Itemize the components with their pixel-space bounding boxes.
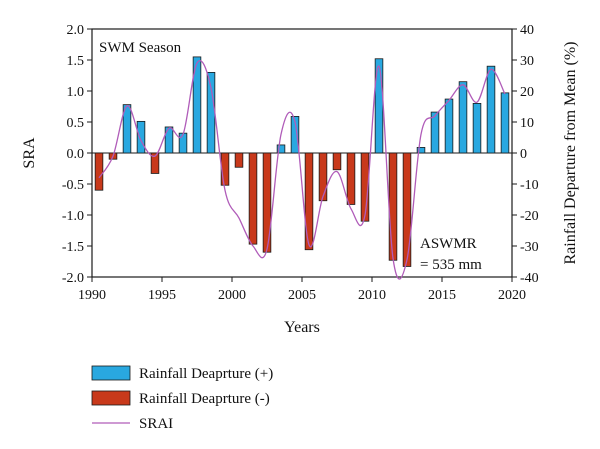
y-axis-label-right: Rainfall Departure from Mean (%) — [562, 41, 579, 264]
y-right-tick-label-30: 30 — [520, 54, 534, 69]
bar-2005 — [304, 152, 314, 251]
bar-2011 — [388, 152, 398, 261]
y-right-tick-label-40: 40 — [520, 23, 534, 38]
y-right-tick-label--10: -10 — [520, 178, 539, 193]
y-right-tick-label--40: -40 — [520, 271, 539, 286]
y-right-tick-label-20: 20 — [520, 85, 534, 100]
y-right-tick-label--30: -30 — [520, 240, 539, 255]
bar-1995 — [164, 126, 174, 154]
y-right-tick-label--20: -20 — [520, 209, 539, 224]
bar-2006 — [318, 152, 328, 202]
x-tick-label-2005: 2005 — [288, 288, 316, 303]
y-left-tick-label--1.0: -1.0 — [62, 209, 84, 224]
y-left-tick-label--2.0: -2.0 — [62, 271, 84, 286]
bar-2009 — [360, 152, 370, 222]
bar-1996 — [178, 132, 188, 154]
legend-swatch-bar-positive — [91, 365, 131, 381]
bar-2008 — [346, 152, 356, 205]
bar-2019 — [500, 92, 510, 154]
srai-line-layer — [98, 60, 506, 280]
legend-swatch-bar-negative — [91, 390, 131, 406]
bar-2007 — [332, 152, 342, 171]
y-left-tick-label-1.5: 1.5 — [67, 54, 85, 69]
legend: Rainfall Deaprture (+) Rainfall Deaprture… — [91, 365, 273, 432]
y-axis-label-left: SRA — [21, 137, 38, 169]
y-left-tick-label-2.0: 2.0 — [67, 23, 85, 38]
bar-2015 — [444, 98, 454, 154]
season-annotation: SWM Season — [99, 40, 182, 56]
bar-2003 — [276, 144, 286, 154]
legend-label-line: SRAI — [139, 416, 173, 432]
y-left-tick-label-1.0: 1.0 — [67, 85, 85, 100]
mean-annotation-line1: ASWMR — [420, 236, 477, 252]
bar-2012 — [402, 152, 412, 267]
legend-label-bar-negative: Rainfall Deaprture (-) — [139, 391, 270, 407]
x-tick-label-1995: 1995 — [148, 288, 176, 303]
mean-annotation-line2: = 535 mm — [420, 257, 482, 273]
bar-2016 — [458, 81, 468, 154]
bar-1994 — [150, 152, 160, 174]
bar-1993 — [136, 120, 146, 154]
bar-1997 — [192, 56, 202, 154]
x-tick-label-2000: 2000 — [218, 288, 246, 303]
bar-1990 — [94, 152, 104, 191]
bar-2004 — [290, 116, 300, 154]
y-left-tick-label-0.5: 0.5 — [67, 116, 85, 131]
bar-1992 — [122, 104, 132, 154]
ticks-layer: 1990 1995 2000 2005 2010 2015 20202.01.51.00.5… — [62, 23, 539, 303]
bar-2014 — [430, 111, 440, 154]
y-left-tick-label--0.5: -0.5 — [62, 178, 84, 193]
x-tick-label-2020: 2020 — [498, 288, 526, 303]
y-left-tick-label-0.0: 0.0 — [67, 147, 85, 162]
x-axis-label: Years — [284, 319, 320, 336]
y-left-tick-label--1.5: -1.5 — [62, 240, 84, 255]
x-tick-label-1990: 1990 — [78, 288, 106, 303]
bar-2017 — [472, 103, 482, 154]
bar-2002 — [262, 152, 272, 253]
bar-2018 — [486, 65, 496, 154]
x-tick-label-2015: 2015 — [428, 288, 456, 303]
legend-label-bar-positive: Rainfall Deaprture (+) — [139, 366, 273, 382]
bar-2001 — [248, 152, 258, 245]
y-right-tick-label-10: 10 — [520, 116, 534, 131]
bar-1998 — [206, 72, 216, 154]
bar-2000 — [234, 152, 244, 168]
x-tick-label-2010: 2010 — [358, 288, 386, 303]
bar-2013 — [416, 147, 426, 154]
y-right-tick-label-0: 0 — [520, 147, 527, 162]
srai-line — [98, 60, 506, 280]
